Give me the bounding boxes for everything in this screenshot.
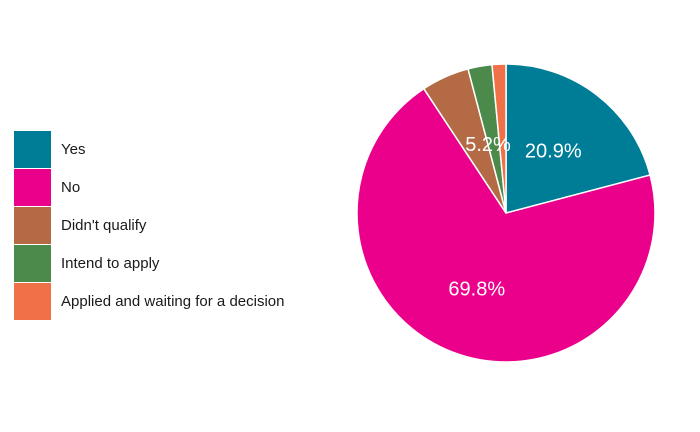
legend-label-didnt-qualify: Didn't qualify bbox=[61, 216, 147, 234]
legend-label-intend-to-apply: Intend to apply bbox=[61, 254, 160, 272]
legend-swatch-no bbox=[14, 168, 51, 206]
legend-item-intend-to-apply: Intend to apply bbox=[14, 244, 284, 282]
legend-item-yes: Yes bbox=[14, 130, 284, 168]
legend-item-didnt-qualify: Didn't qualify bbox=[14, 206, 284, 244]
data-label-didn-t-qualify: 5.2% bbox=[465, 134, 511, 156]
legend-item-no: No bbox=[14, 168, 284, 206]
legend-label-applied-waiting: Applied and waiting for a decision bbox=[61, 292, 285, 310]
pie-slice-yes bbox=[505, 63, 651, 214]
legend-item-applied-waiting: Applied and waiting for a decision bbox=[14, 282, 284, 320]
legend: Yes No Didn't qualify Intend to apply Ap… bbox=[14, 130, 284, 320]
legend-swatch-didnt-qualify bbox=[14, 206, 51, 244]
legend-label-yes: Yes bbox=[61, 140, 86, 158]
legend-swatch-applied-waiting bbox=[14, 282, 51, 320]
legend-label-no: No bbox=[61, 178, 81, 196]
pie-slice-no bbox=[356, 87, 656, 363]
data-label-yes: 20.9% bbox=[525, 141, 582, 163]
data-label-no: 69.8% bbox=[448, 279, 505, 301]
legend-swatch-yes bbox=[14, 130, 51, 168]
legend-swatch-intend-to-apply bbox=[14, 244, 51, 282]
pie-slice-applied-and-waiting-for-a-decision bbox=[491, 63, 507, 214]
